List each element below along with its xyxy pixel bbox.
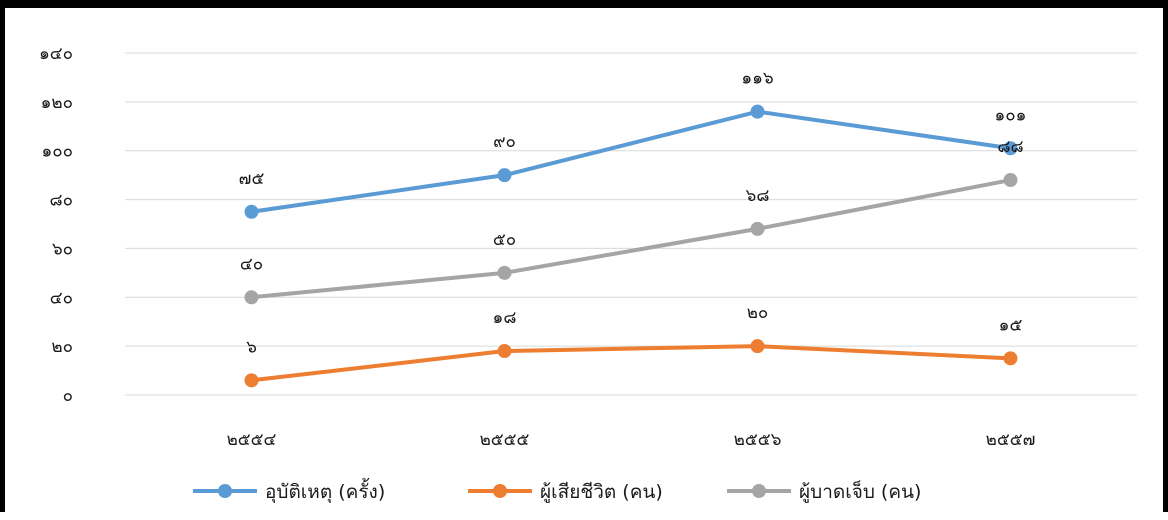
legend-label: อุบัติเหตุ (ครั้ง) (265, 478, 385, 504)
data-point (244, 204, 259, 219)
data-label: ๑๑๖ (741, 69, 773, 89)
data-label: ๖ (246, 337, 257, 357)
data-point (1003, 141, 1018, 156)
legend-label: ผู้เสียชีวิต (คน) (540, 481, 663, 503)
legend: อุบัติเหตุ (ครั้ง) ผู้เสียชีวิต (คน) ผู้บา… (193, 478, 921, 504)
series-lines (244, 104, 1018, 388)
data-point (1003, 351, 1018, 366)
legend-swatch-marker (218, 484, 232, 498)
data-label: ๕๐ (493, 230, 516, 250)
data-label: ๑๐๑ (995, 105, 1027, 125)
data-point (497, 168, 512, 183)
data-label: ๔๐ (240, 254, 263, 274)
x-tick-label: ๒๕๕๔ (227, 430, 277, 450)
y-tick-label: ๔๐ (50, 288, 73, 308)
data-point (244, 290, 259, 305)
x-tick-label: ๒๕๕๗ (986, 430, 1036, 450)
series-line (249, 109, 1013, 214)
legend-swatch-marker (752, 484, 766, 498)
y-tick-label: ๑๔๐ (39, 44, 73, 64)
data-point (1003, 173, 1018, 188)
data-label: ๙๐ (493, 132, 516, 152)
y-tick-label: ๑๐๐ (41, 142, 73, 162)
data-label: ๒๐ (747, 303, 769, 323)
x-tick-label: ๒๕๕๕ (480, 430, 530, 450)
line-chart: ๐ ๒๐ ๔๐ ๖๐ ๘๐ ๑๐๐ ๑๒๐ ๑๔๐ ๒๕๕๔ ๒๕๕๕ ๒๕๕๖ ๒๕๕๗ ๗๕ ๙๐… (39, 44, 1137, 504)
data-label: ๑๘ (493, 308, 517, 328)
data-point (750, 104, 765, 119)
data-label: ๖๘ (746, 186, 770, 206)
data-point (750, 221, 765, 236)
data-label: ๑๕ (999, 315, 1023, 335)
legend-label: ผู้บาดเจ็บ (คน) (799, 479, 921, 503)
y-axis: ๐ ๒๐ ๔๐ ๖๐ ๘๐ ๑๐๐ ๑๒๐ ๑๔๐ (39, 44, 73, 406)
data-point (750, 339, 765, 354)
series-line (249, 178, 1013, 300)
data-point (497, 344, 512, 359)
x-axis: ๒๕๕๔ ๒๕๕๕ ๒๕๕๖ ๒๕๕๗ (227, 430, 1036, 450)
data-label: ๗๕ (239, 169, 265, 189)
y-tick-label: ๘๐ (50, 191, 74, 211)
y-tick-label: ๑๒๐ (41, 93, 73, 113)
data-label: ๘๘ (997, 137, 1023, 157)
x-tick-label: ๒๕๕๖ (734, 430, 782, 450)
gridlines (125, 52, 1137, 396)
legend-swatch-marker (493, 484, 507, 498)
y-tick-label: ๖๐ (52, 239, 73, 259)
y-tick-label: ๒๐ (51, 337, 73, 357)
data-point (244, 373, 259, 388)
y-tick-label: ๐ (63, 386, 73, 406)
data-point (497, 265, 512, 280)
series-line (249, 344, 1013, 383)
